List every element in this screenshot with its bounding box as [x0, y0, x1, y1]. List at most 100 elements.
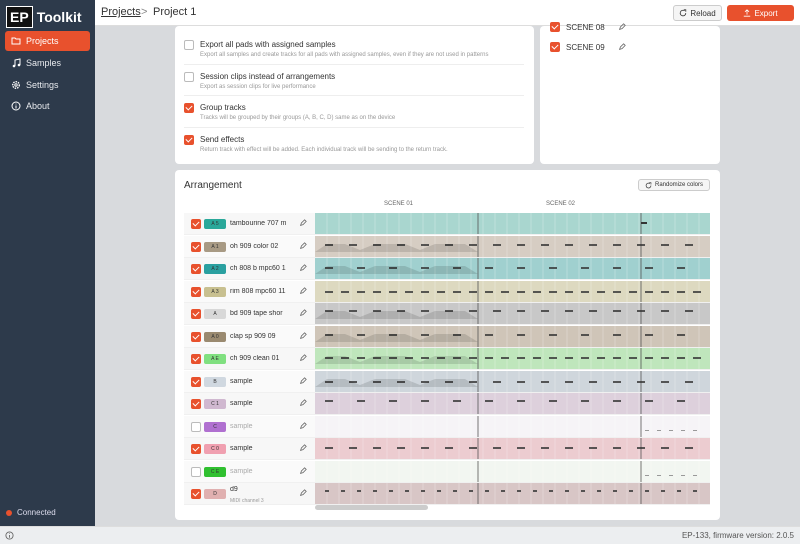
- pencil-icon[interactable]: [299, 444, 307, 452]
- pencil-icon[interactable]: [299, 309, 307, 317]
- sidebar-item-label: Settings: [26, 80, 59, 90]
- pencil-icon[interactable]: [299, 489, 307, 497]
- footer: EP-133, firmware version: 2.0.5: [0, 526, 800, 544]
- pencil-icon[interactable]: [299, 421, 307, 430]
- pencil-icon[interactable]: [299, 399, 307, 407]
- track-checkbox[interactable]: [191, 309, 201, 319]
- scene-label: SCENE 09: [566, 43, 605, 52]
- track-lane[interactable]: [315, 303, 710, 324]
- info-icon[interactable]: [5, 531, 14, 540]
- refresh-icon: [680, 9, 687, 17]
- track-row: C 1 sample: [184, 393, 710, 415]
- track-lane[interactable]: [315, 280, 710, 302]
- randomize-colors-button[interactable]: Randomize colors: [638, 179, 710, 191]
- pencil-icon[interactable]: [299, 241, 307, 250]
- track-lane[interactable]: [315, 213, 710, 234]
- track-lane[interactable]: [315, 258, 710, 279]
- sidebar-item-label: Samples: [26, 58, 62, 68]
- device-info: EP-133, firmware version: 2.0.5: [681, 531, 794, 540]
- sidebar-item-about[interactable]: About: [5, 96, 90, 116]
- track-checkbox[interactable]: [191, 376, 201, 387]
- track-checkbox[interactable]: [191, 331, 201, 342]
- track-name: sample: [230, 400, 253, 407]
- scenes-panel: SCENE 08 SCENE 09: [540, 22, 720, 164]
- pencil-icon[interactable]: [618, 23, 626, 31]
- pad-tag: A 0: [204, 331, 226, 342]
- reload-button[interactable]: Reload: [673, 5, 722, 21]
- track-lane[interactable]: [315, 370, 710, 392]
- track-lane[interactable]: [315, 460, 710, 482]
- export-button[interactable]: Export: [727, 5, 794, 21]
- gear-icon: [12, 81, 20, 89]
- pad-tag: A 5: [204, 219, 226, 229]
- status-dot-icon: [6, 509, 12, 516]
- track-checkbox[interactable]: [191, 241, 201, 252]
- track-row: A E ch 909 clean 01: [184, 348, 710, 370]
- track-row: C E sample: [184, 460, 710, 483]
- breadcrumb-current: Project 1: [153, 6, 197, 18]
- track-checkbox[interactable]: [191, 219, 201, 229]
- track-checkbox[interactable]: [191, 286, 201, 297]
- export-label: Export: [754, 8, 778, 18]
- track-name: clap sp 909 09: [230, 332, 276, 340]
- track-name: sample: [230, 377, 253, 385]
- refresh-icon: [645, 181, 652, 188]
- send-effects-checkbox[interactable]: [184, 135, 194, 145]
- sidebar-item-samples[interactable]: Samples: [5, 53, 90, 73]
- breadcrumb-projects-link[interactable]: Projects: [101, 6, 141, 18]
- track-checkbox[interactable]: [191, 421, 201, 432]
- track-row: A 3 rim 808 mpc60 11: [184, 280, 710, 303]
- track-name: rim 808 mpc60 11: [230, 287, 286, 295]
- track-lane[interactable]: [315, 325, 710, 347]
- track-name: oh 909 color 02: [230, 242, 279, 250]
- pad-tag: D: [204, 489, 226, 499]
- option-description: Export all samples and create tracks for…: [200, 52, 489, 58]
- track-name: bd 909 tape shor: [230, 310, 283, 317]
- export-all-pads-checkbox[interactable]: [184, 40, 194, 50]
- track-checkbox[interactable]: [191, 466, 201, 477]
- pad-tag: B: [204, 376, 226, 387]
- scene-09-checkbox[interactable]: [550, 42, 560, 52]
- pencil-icon[interactable]: [299, 466, 307, 475]
- app-logo: EP Toolkit: [6, 6, 82, 28]
- pad-tag: A 2: [204, 264, 226, 274]
- pencil-icon[interactable]: [299, 264, 307, 272]
- track-checkbox[interactable]: [191, 354, 201, 364]
- horizontal-scrollbar[interactable]: [315, 505, 428, 510]
- pencil-icon[interactable]: [299, 219, 307, 227]
- sidebar-item-settings[interactable]: Settings: [5, 75, 90, 95]
- track-lane[interactable]: [315, 483, 710, 504]
- pencil-icon[interactable]: [618, 43, 626, 51]
- option-description: Export as session clips for live perform…: [200, 84, 316, 90]
- pencil-icon[interactable]: [299, 331, 307, 340]
- track-name: tambourine 707 m: [230, 220, 287, 227]
- track-checkbox[interactable]: [191, 264, 201, 274]
- track-lane[interactable]: [315, 235, 710, 257]
- option-title: Session clips instead of arrangements: [200, 72, 336, 81]
- track-lane[interactable]: [315, 438, 710, 459]
- track-row: A 0 clap sp 909 09: [184, 325, 710, 348]
- session-clips-checkbox[interactable]: [184, 72, 194, 82]
- pencil-icon[interactable]: [299, 376, 307, 385]
- divider: [184, 127, 524, 128]
- scene-label: SCENE 08: [566, 23, 605, 32]
- pencil-icon[interactable]: [299, 354, 307, 362]
- sidebar-item-projects[interactable]: Projects: [5, 31, 90, 51]
- pencil-icon[interactable]: [299, 286, 307, 295]
- export-options-panel: Export all pads with assigned samples Ex…: [175, 26, 534, 164]
- track-lane[interactable]: [315, 415, 710, 437]
- group-tracks-checkbox[interactable]: [184, 103, 194, 113]
- scene-08-checkbox[interactable]: [550, 22, 560, 32]
- track-checkbox[interactable]: [191, 399, 201, 409]
- track-name: ch 808 b mpc60 1: [230, 265, 286, 272]
- track-checkbox[interactable]: [191, 444, 201, 454]
- track-lane[interactable]: [315, 393, 710, 414]
- track-lane[interactable]: [315, 348, 710, 369]
- header: Projects > Project 1 Reload Export: [95, 0, 800, 26]
- upload-icon: [744, 9, 751, 17]
- pad-tag: C E: [204, 466, 226, 477]
- reload-label: Reload: [690, 8, 716, 18]
- track-checkbox[interactable]: [191, 489, 201, 499]
- option-title: Export all pads with assigned samples: [200, 40, 336, 49]
